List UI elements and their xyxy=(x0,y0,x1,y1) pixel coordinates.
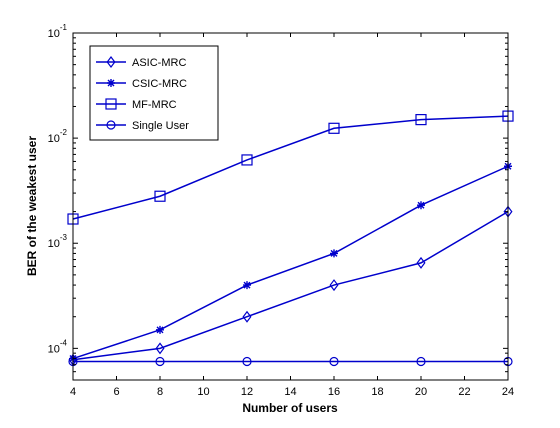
data-point-asic-mrc xyxy=(329,279,339,292)
series-line-asic-mrc xyxy=(72,210,509,361)
x-axis-label: Number of users xyxy=(242,401,338,415)
data-point-single-user xyxy=(416,356,426,367)
data-point-asic-mrc xyxy=(242,310,252,323)
data-point-asic-mrc xyxy=(155,342,165,355)
data-point-csic-mrc xyxy=(156,325,164,334)
legend-label-csic-mrc: CSIC-MRC xyxy=(132,78,187,90)
y-tick-label: 10-4 xyxy=(48,338,68,355)
series-mf-mrc xyxy=(67,110,514,225)
x-tick-label: 14 xyxy=(284,386,296,398)
x-tick-label: 24 xyxy=(502,386,514,398)
data-point-mf-mrc xyxy=(415,114,427,126)
data-point-csic-mrc xyxy=(243,281,251,290)
y-tick-label: 10-3 xyxy=(48,233,68,250)
data-point-single-user xyxy=(242,356,252,367)
y-tick-label: 10-1 xyxy=(48,23,68,40)
x-tick-label: 4 xyxy=(70,386,76,398)
x-tick-label: 20 xyxy=(415,386,427,398)
x-tick-label: 12 xyxy=(241,386,253,398)
legend-label-mf-mrc: MF-MRC xyxy=(132,99,177,111)
data-point-mf-mrc xyxy=(328,122,340,134)
legend-marker-asic-mrc xyxy=(106,56,116,68)
x-tick-label: 18 xyxy=(371,386,383,398)
data-point-single-user xyxy=(155,356,165,367)
x-tick-label: 16 xyxy=(328,386,340,398)
data-point-mf-mrc xyxy=(241,154,253,166)
y-tick-label: 10-2 xyxy=(48,128,68,145)
series-line-mf-mrc xyxy=(72,115,509,220)
legend-label-asic-mrc: ASIC-MRC xyxy=(132,57,186,69)
legend-label-single-user: Single User xyxy=(132,120,189,132)
x-tick-label: 22 xyxy=(458,386,470,398)
data-point-mf-mrc xyxy=(154,190,166,202)
data-point-csic-mrc xyxy=(330,249,338,258)
ticks-layer: 4 6 8 10 12 14 16 18 20 22 24 10-4 10-3 10-2 10-1 xyxy=(48,23,515,398)
x-tick-label: 10 xyxy=(197,386,209,398)
series-line-csic-mrc xyxy=(72,165,509,360)
legend: ASIC-MRC CSIC-MRC MF-MRC Single User xyxy=(89,45,219,141)
legend-marker-mf-mrc xyxy=(105,98,117,110)
data-point-asic-mrc xyxy=(416,256,426,269)
data-point-single-user xyxy=(329,356,339,367)
y-axis-label: BER of the weakest user xyxy=(25,136,39,276)
x-tick-label: 6 xyxy=(113,386,119,398)
legend-marker-csic-mrc xyxy=(107,79,115,87)
x-tick-label: 8 xyxy=(157,386,163,398)
data-point-csic-mrc xyxy=(417,201,425,210)
legend-marker-single-user xyxy=(106,120,116,130)
